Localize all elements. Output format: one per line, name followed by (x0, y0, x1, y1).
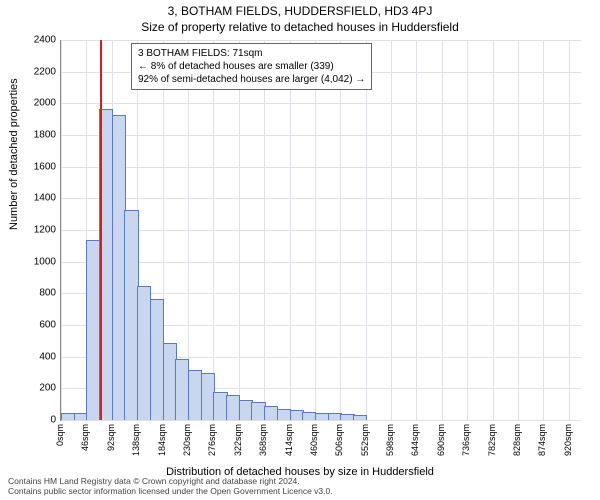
gridline-v (290, 40, 291, 420)
gridline-v (340, 40, 341, 420)
y-tick-label: 1000 (16, 256, 56, 267)
y-tick-label: 2000 (16, 98, 56, 109)
y-tick-label: 400 (16, 351, 56, 362)
y-tick-label: 1200 (16, 225, 56, 236)
x-tick-label: 414sqm (284, 424, 294, 456)
y-tick-label: 800 (16, 288, 56, 299)
gridline-v (366, 40, 367, 420)
y-tick-label: 0 (16, 415, 56, 426)
x-tick-label: 92sqm (106, 424, 116, 451)
x-tick-label: 506sqm (334, 424, 344, 456)
y-tick-label: 600 (16, 320, 56, 331)
y-tick-label: 200 (16, 383, 56, 394)
x-tick-label: 46sqm (80, 424, 90, 451)
annotation-line3: 92% of semi-detached houses are larger (… (138, 73, 365, 86)
gridline-v (315, 40, 316, 420)
x-tick-label: 184sqm (157, 424, 167, 456)
gridline-h (61, 230, 581, 231)
x-tick-label: 920sqm (563, 424, 573, 456)
x-tick-label: 460sqm (309, 424, 319, 456)
gridline-h (61, 262, 581, 263)
y-tick-label: 1600 (16, 161, 56, 172)
gridline-v (569, 40, 570, 420)
histogram-bar (353, 415, 367, 420)
y-tick-label: 1800 (16, 130, 56, 141)
y-tick-label: 2200 (16, 66, 56, 77)
gridline-v (264, 40, 265, 420)
x-tick-label: 322sqm (233, 424, 243, 456)
gridline-h (61, 420, 581, 421)
gridline-v (493, 40, 494, 420)
gridline-v (518, 40, 519, 420)
chart-container: 3, BOTHAM FIELDS, HUDDERSFIELD, HD3 4PJ … (0, 0, 600, 500)
y-tick-label: 1400 (16, 193, 56, 204)
gridline-v (239, 40, 240, 420)
x-tick-label: 782sqm (487, 424, 497, 456)
x-tick-label: 230sqm (182, 424, 192, 456)
x-tick-label: 552sqm (360, 424, 370, 456)
annotation-line1: 3 BOTHAM FIELDS: 71sqm (138, 47, 365, 60)
x-tick-label: 828sqm (512, 424, 522, 456)
annotation-box: 3 BOTHAM FIELDS: 71sqm← 8% of detached h… (131, 43, 372, 90)
gridline-v (213, 40, 214, 420)
gridline-h (61, 103, 581, 104)
gridline-v (543, 40, 544, 420)
x-tick-label: 368sqm (258, 424, 268, 456)
gridline-v (391, 40, 392, 420)
gridline-v (442, 40, 443, 420)
x-tick-label: 598sqm (385, 424, 395, 456)
plot-area: 3 BOTHAM FIELDS: 71sqm← 8% of detached h… (60, 40, 581, 421)
gridline-h (61, 167, 581, 168)
x-tick-label: 138sqm (131, 424, 141, 456)
annotation-line2: ← 8% of detached houses are smaller (339… (138, 60, 365, 73)
y-tick-label: 2400 (16, 35, 56, 46)
gridline-v (61, 40, 62, 420)
chart-title-address: 3, BOTHAM FIELDS, HUDDERSFIELD, HD3 4PJ (0, 4, 600, 18)
gridline-h (61, 198, 581, 199)
footer-attribution: Contains HM Land Registry data © Crown c… (8, 476, 333, 497)
x-tick-label: 736sqm (461, 424, 471, 456)
footer-line2: Contains public sector information licen… (8, 486, 333, 497)
reference-line (100, 40, 102, 420)
gridline-h (61, 40, 581, 41)
x-tick-label: 690sqm (436, 424, 446, 456)
gridline-h (61, 135, 581, 136)
x-tick-label: 874sqm (537, 424, 547, 456)
footer-line1: Contains HM Land Registry data © Crown c… (8, 476, 333, 487)
chart-title-desc: Size of property relative to detached ho… (0, 20, 600, 34)
gridline-v (467, 40, 468, 420)
gridline-v (416, 40, 417, 420)
x-tick-label: 276sqm (207, 424, 217, 456)
x-tick-label: 0sqm (55, 424, 65, 446)
x-tick-label: 644sqm (410, 424, 420, 456)
